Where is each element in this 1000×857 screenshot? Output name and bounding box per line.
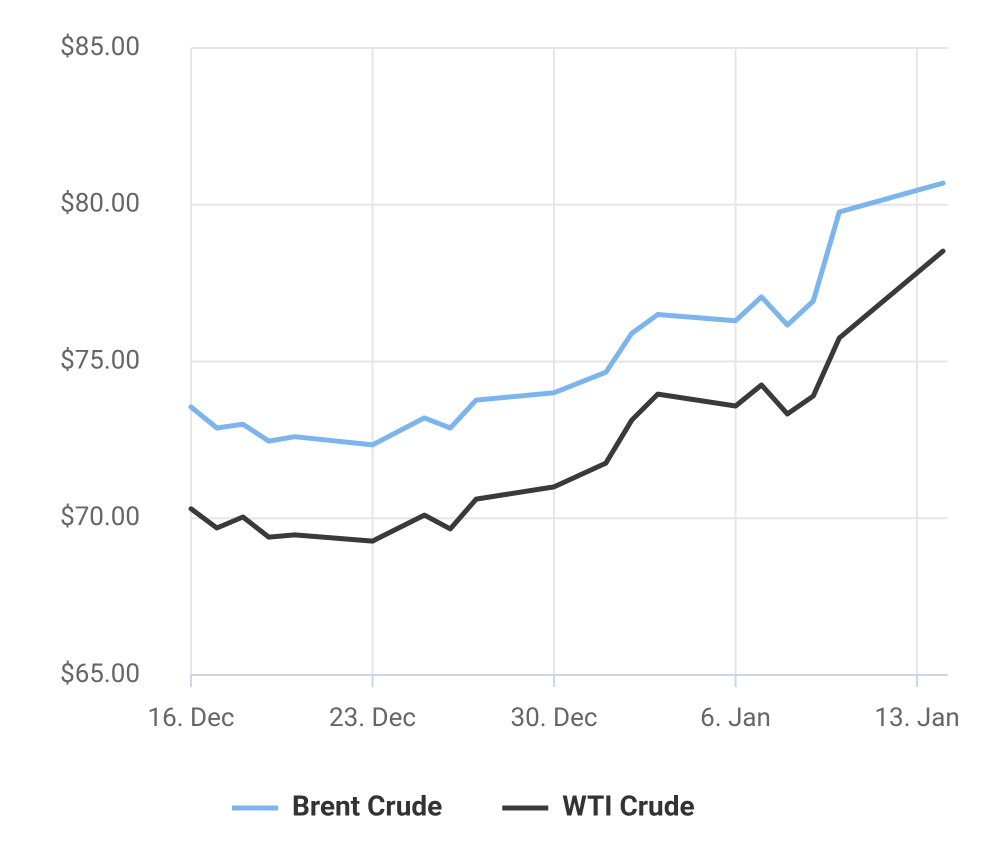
legend-label: WTI Crude — [562, 789, 694, 822]
line — [188, 180, 946, 448]
y-tick-label: $65.00 — [60, 659, 140, 689]
y-tick-label: $70.00 — [60, 502, 140, 532]
y-tick-label: $75.00 — [60, 345, 140, 375]
legend-label: Brent Crude — [292, 789, 442, 822]
y-tick-label: $85.00 — [60, 32, 140, 62]
y-tick-label: $80.00 — [60, 189, 140, 219]
x-tick-label: 6. Jan — [700, 703, 771, 733]
line — [188, 248, 946, 544]
x-tick-label: 13. Jan — [874, 703, 959, 733]
x-tick-label: 16. Dec — [148, 703, 235, 733]
legend: Brent Crude WTI Crude — [232, 789, 695, 822]
x-tick-label: 30. Dec — [511, 703, 598, 733]
x-tick-label: 23. Dec — [329, 703, 416, 733]
